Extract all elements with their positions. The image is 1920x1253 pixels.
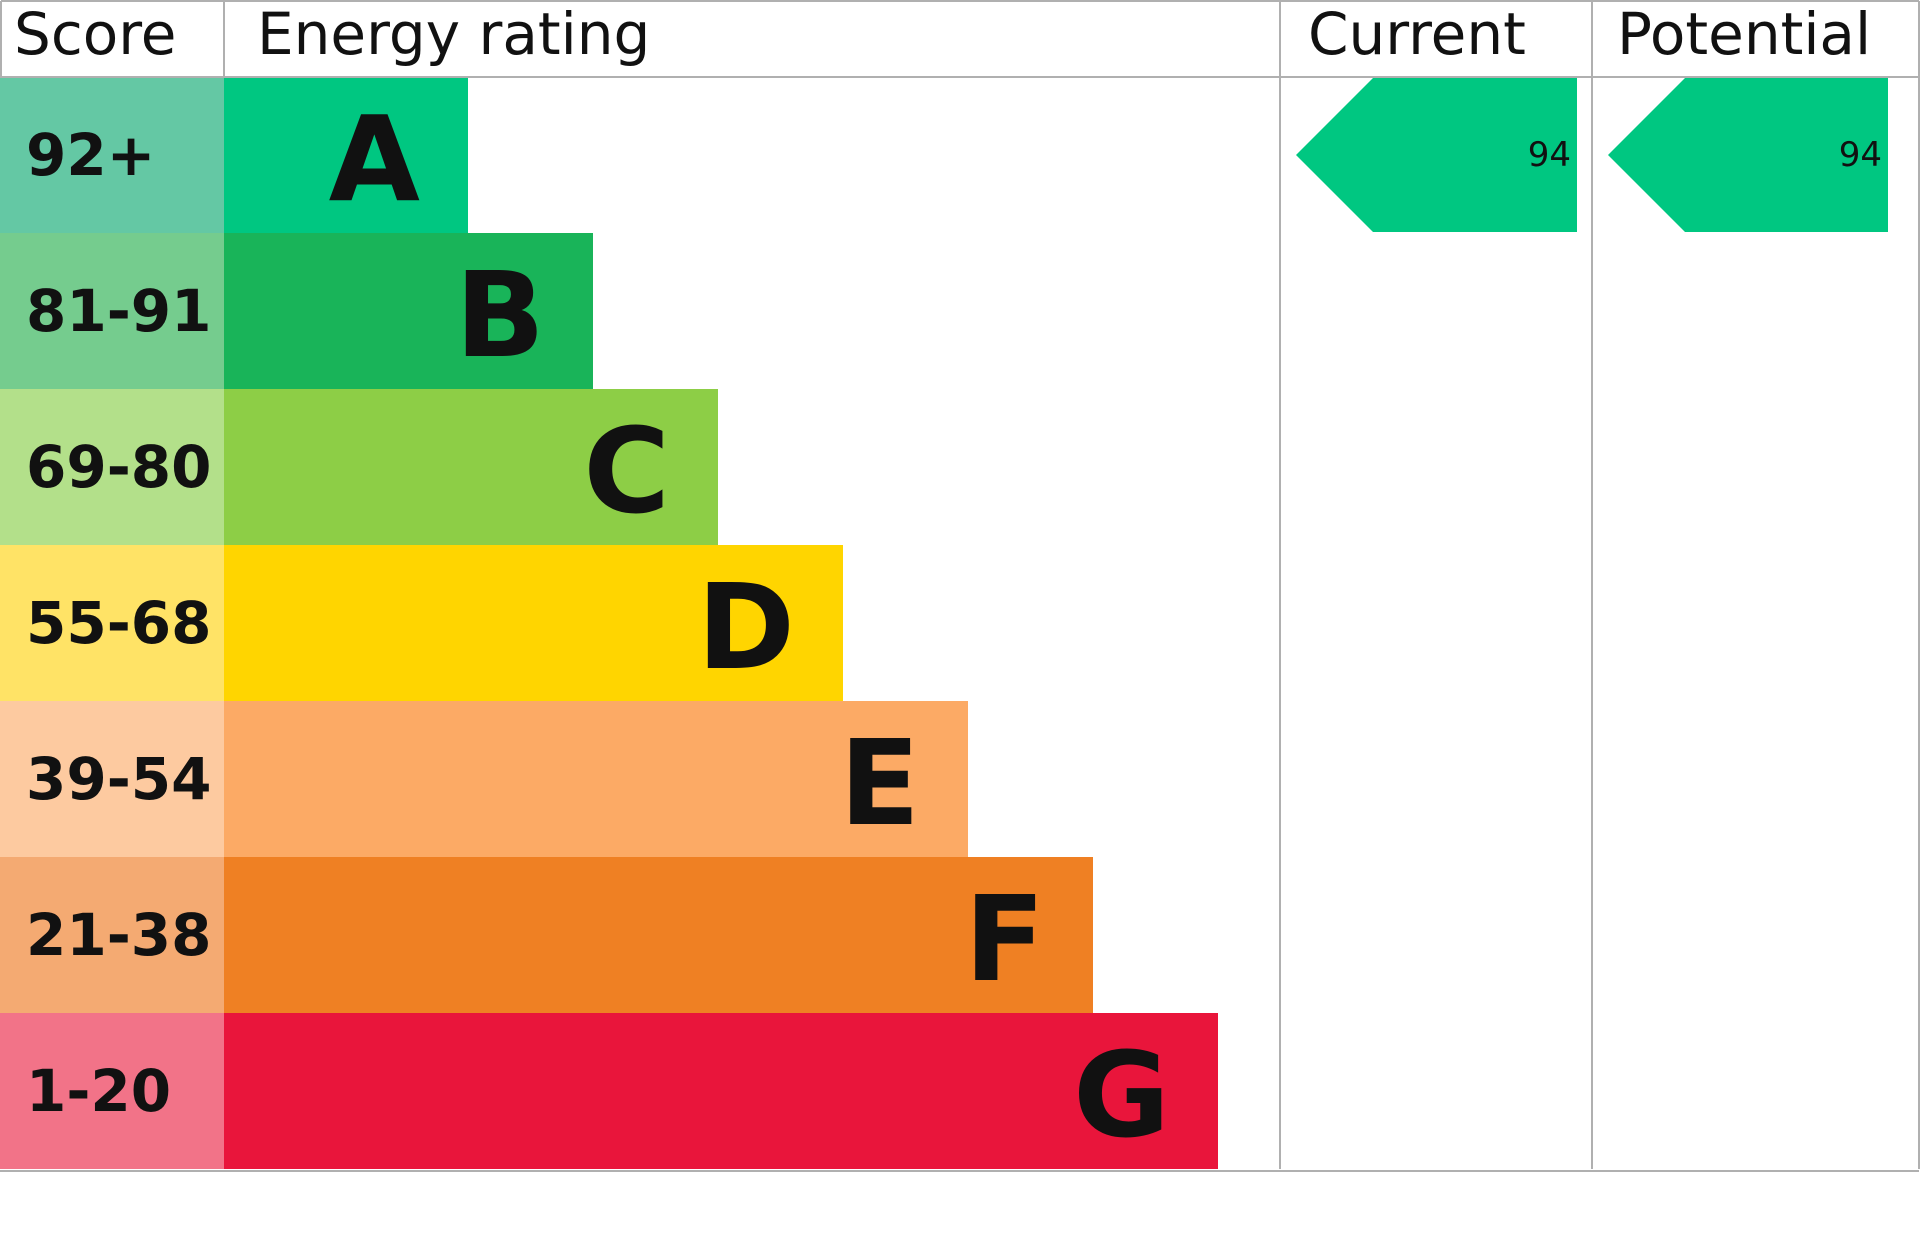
score-cell	[0, 233, 224, 389]
header-current: Current	[1308, 0, 1526, 68]
rating-bar	[224, 77, 468, 233]
score-cell	[0, 701, 224, 857]
potential-arrow	[1608, 78, 1888, 232]
score-cell	[0, 857, 224, 1013]
current-value: 94	[1528, 135, 1571, 175]
rating-letter: F	[964, 870, 1045, 1008]
rating-letter: G	[1073, 1026, 1170, 1164]
score-label: 92+	[26, 121, 155, 189]
rating-letter: D	[697, 558, 795, 696]
score-label: 69-80	[26, 433, 212, 501]
score-label: 39-54	[26, 745, 212, 813]
rating-bar	[224, 545, 843, 701]
score-label: 81-91	[26, 277, 212, 345]
rating-letter: B	[455, 246, 545, 384]
score-cell	[0, 389, 224, 545]
header-potential: Potential	[1617, 0, 1871, 68]
current-arrow	[1296, 78, 1577, 232]
rating-bar	[224, 857, 1093, 1013]
header-energy-rating: Energy rating	[257, 0, 650, 68]
rating-letter: A	[329, 90, 420, 228]
score-label: 1-20	[26, 1057, 171, 1125]
rating-bar	[224, 389, 718, 545]
potential-value: 94	[1839, 135, 1882, 175]
score-cell	[0, 77, 224, 233]
rating-bar	[224, 1013, 1218, 1169]
header-score: Score	[14, 0, 176, 68]
score-cell	[0, 545, 224, 701]
score-label: 55-68	[26, 589, 212, 657]
rating-bar	[224, 233, 593, 389]
rating-letter: C	[583, 402, 670, 540]
rating-bar	[224, 701, 968, 857]
score-label: 21-38	[26, 901, 212, 969]
score-cell	[0, 1013, 224, 1169]
rating-letter: E	[839, 714, 920, 852]
